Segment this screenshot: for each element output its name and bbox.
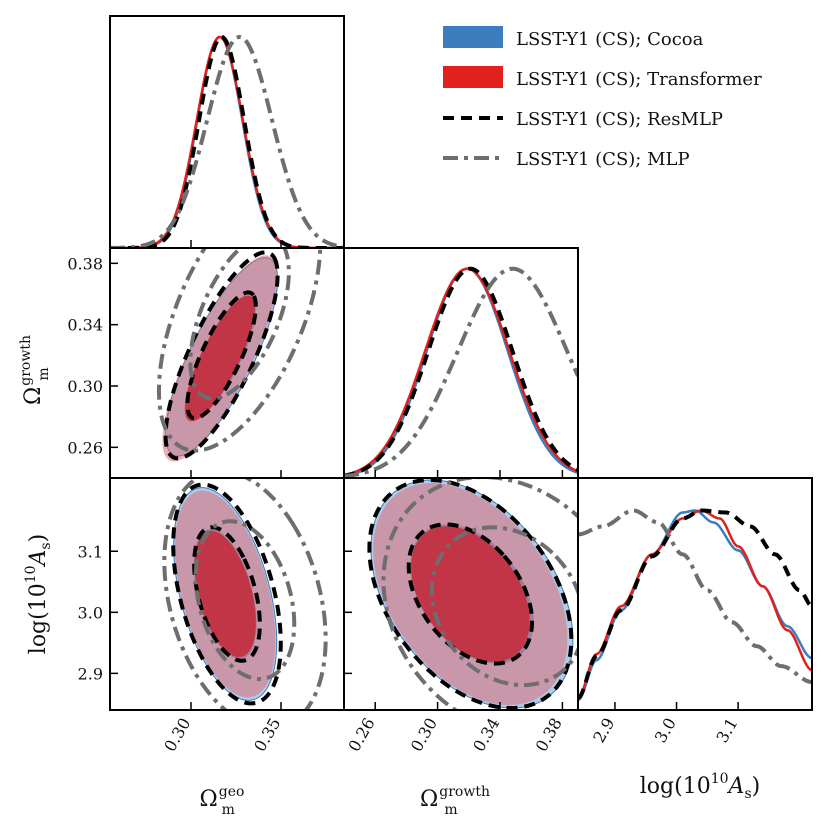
panel-frame-2-2 [577,477,813,711]
xtick-label-logAs: 2.9 [589,715,618,747]
marginal-om_growth-cocoa [344,267,578,478]
ytick-label-om_growth: 0.26 [67,438,103,457]
xtick-label-om_growth: 0.38 [532,715,566,755]
marginal-om_growth-transformer [344,267,578,477]
marginal-om_geo-transformer [110,35,344,248]
svg-text:log(1010As): log(1010As) [23,534,54,654]
contour-1sigma-om_geo__logAs-mlp [193,519,297,681]
legend-swatch-cocoa [443,26,503,48]
ylabel-logAs: log(1010As) [23,534,54,654]
marginal-om_growth-resmlp [344,266,578,478]
xtick-label-om_growth: 0.26 [344,715,378,755]
ytick-label-logAs: 3.1 [78,542,103,561]
xtick-label-om_growth: 0.34 [469,715,503,755]
contour-1sigma-om_growth__logAs-resmlp [406,522,535,666]
xlabel-logAs: log(1010As) [640,771,760,802]
contour-2sigma-om_geo__om_growth-resmlp [163,250,280,461]
marginal-logAs-cocoa [578,509,812,702]
xtick-label-logAs: 3.1 [712,715,741,747]
ytick-label-om_growth: 0.30 [67,377,103,396]
legend-label-transformer: LSST-Y1 (CS); Transformer [516,69,762,90]
legend-swatch-transformer [443,66,503,88]
ytick-label-logAs: 3.0 [78,603,103,622]
marginal-om_geo-cocoa [110,35,344,248]
contour-1sigma-om_geo__om_growth-resmlp [185,290,258,421]
contour-1sigma-om_geo__om_growth-mlp [188,248,291,401]
xtick-label-om_geo: 0.35 [250,715,284,755]
xtick-label-om_growth: 0.30 [407,715,441,755]
ylabel-om-growth: Ωgrowth m [18,335,52,405]
contour-fill-inner-om_geo__om_growth-transformer [184,295,255,422]
marginal-om_geo-resmlp [110,34,344,248]
legend-label-cocoa: LSST-Y1 (CS); Cocoa [516,29,704,50]
marginal-om_geo-mlp [110,34,344,248]
contour-2sigma-om_geo__logAs-mlp [162,478,328,710]
marginal-logAs-resmlp [578,508,812,700]
marginal-logAs-transformer [578,509,812,700]
ytick-label-om_growth: 0.34 [67,316,103,335]
svg-text:log(1010As): log(1010As) [640,771,760,802]
contour-2sigma-om_growth__logAs-resmlp [367,478,574,710]
xtick-label-om_geo: 0.30 [160,715,194,755]
ytick-label-om_growth: 0.38 [67,254,103,273]
xlabel-om-geo: Ωgeo m [200,784,245,818]
contour-2sigma-om_geo__om_growth-mlp [156,248,323,453]
marginal-logAs-mlp [578,508,812,685]
legend: LSST-Y1 (CS); Cocoa LSST-Y1 (CS); Transfo… [443,26,762,170]
ytick-label-logAs: 2.9 [78,664,103,683]
contour-2sigma-om_geo__logAs-resmlp [171,482,283,706]
legend-label-resmlp: LSST-Y1 (CS); ResMLP [516,109,723,130]
marginal-om_growth-mlp [344,266,578,478]
legend-label-mlp: LSST-Y1 (CS); MLP [516,149,690,170]
xtick-label-logAs: 3.0 [651,715,680,747]
xlabel-om-growth: Ωgrowth m [420,784,490,818]
contour-1sigma-om_geo__logAs-resmlp [192,525,262,663]
